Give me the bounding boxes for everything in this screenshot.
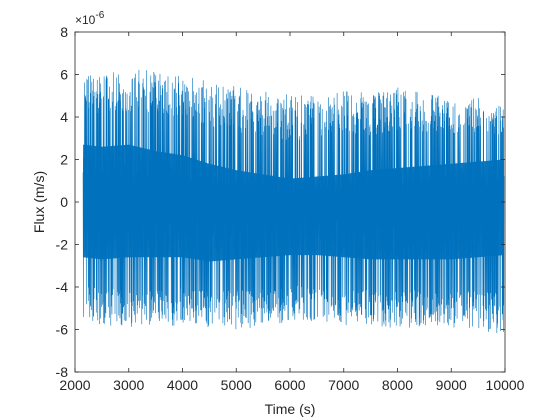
y-tick-label: 8 — [60, 24, 68, 40]
x-tick-label: 8000 — [382, 377, 413, 393]
y-exponent-prefix: ×10 — [75, 13, 96, 27]
x-tick-label: 4000 — [167, 377, 198, 393]
y-exponent-power: -6 — [95, 10, 104, 21]
y-tick-label: -4 — [56, 279, 69, 295]
y-tick-label: 4 — [60, 109, 68, 125]
y-axis-label: Flux (m/s) — [31, 171, 47, 233]
x-tick-label: 5000 — [221, 377, 252, 393]
x-tick-label: 9000 — [436, 377, 467, 393]
y-tick-label: -2 — [56, 237, 69, 253]
x-tick-label: 6000 — [274, 377, 305, 393]
x-tick-label: 3000 — [113, 377, 144, 393]
flux-line — [82, 69, 505, 334]
y-tick-label: -8 — [56, 364, 69, 380]
x-axis-label: Time (s) — [265, 401, 316, 417]
axes: 2000 3000 4000 5000 6000 7000 8000 9000 10000 -8 -… — [56, 24, 525, 393]
x-tick-label: 2000 — [59, 377, 90, 393]
x-tick-label: 10000 — [486, 377, 525, 393]
y-exponent-label: ×10-6 — [75, 10, 105, 27]
flux-series — [82, 69, 505, 334]
y-tick-label: -6 — [56, 322, 69, 338]
y-tick-label: 2 — [60, 152, 68, 168]
y-tick-label: 0 — [60, 194, 68, 210]
x-tick-label: 7000 — [328, 377, 359, 393]
y-tick-label: 6 — [60, 67, 68, 83]
